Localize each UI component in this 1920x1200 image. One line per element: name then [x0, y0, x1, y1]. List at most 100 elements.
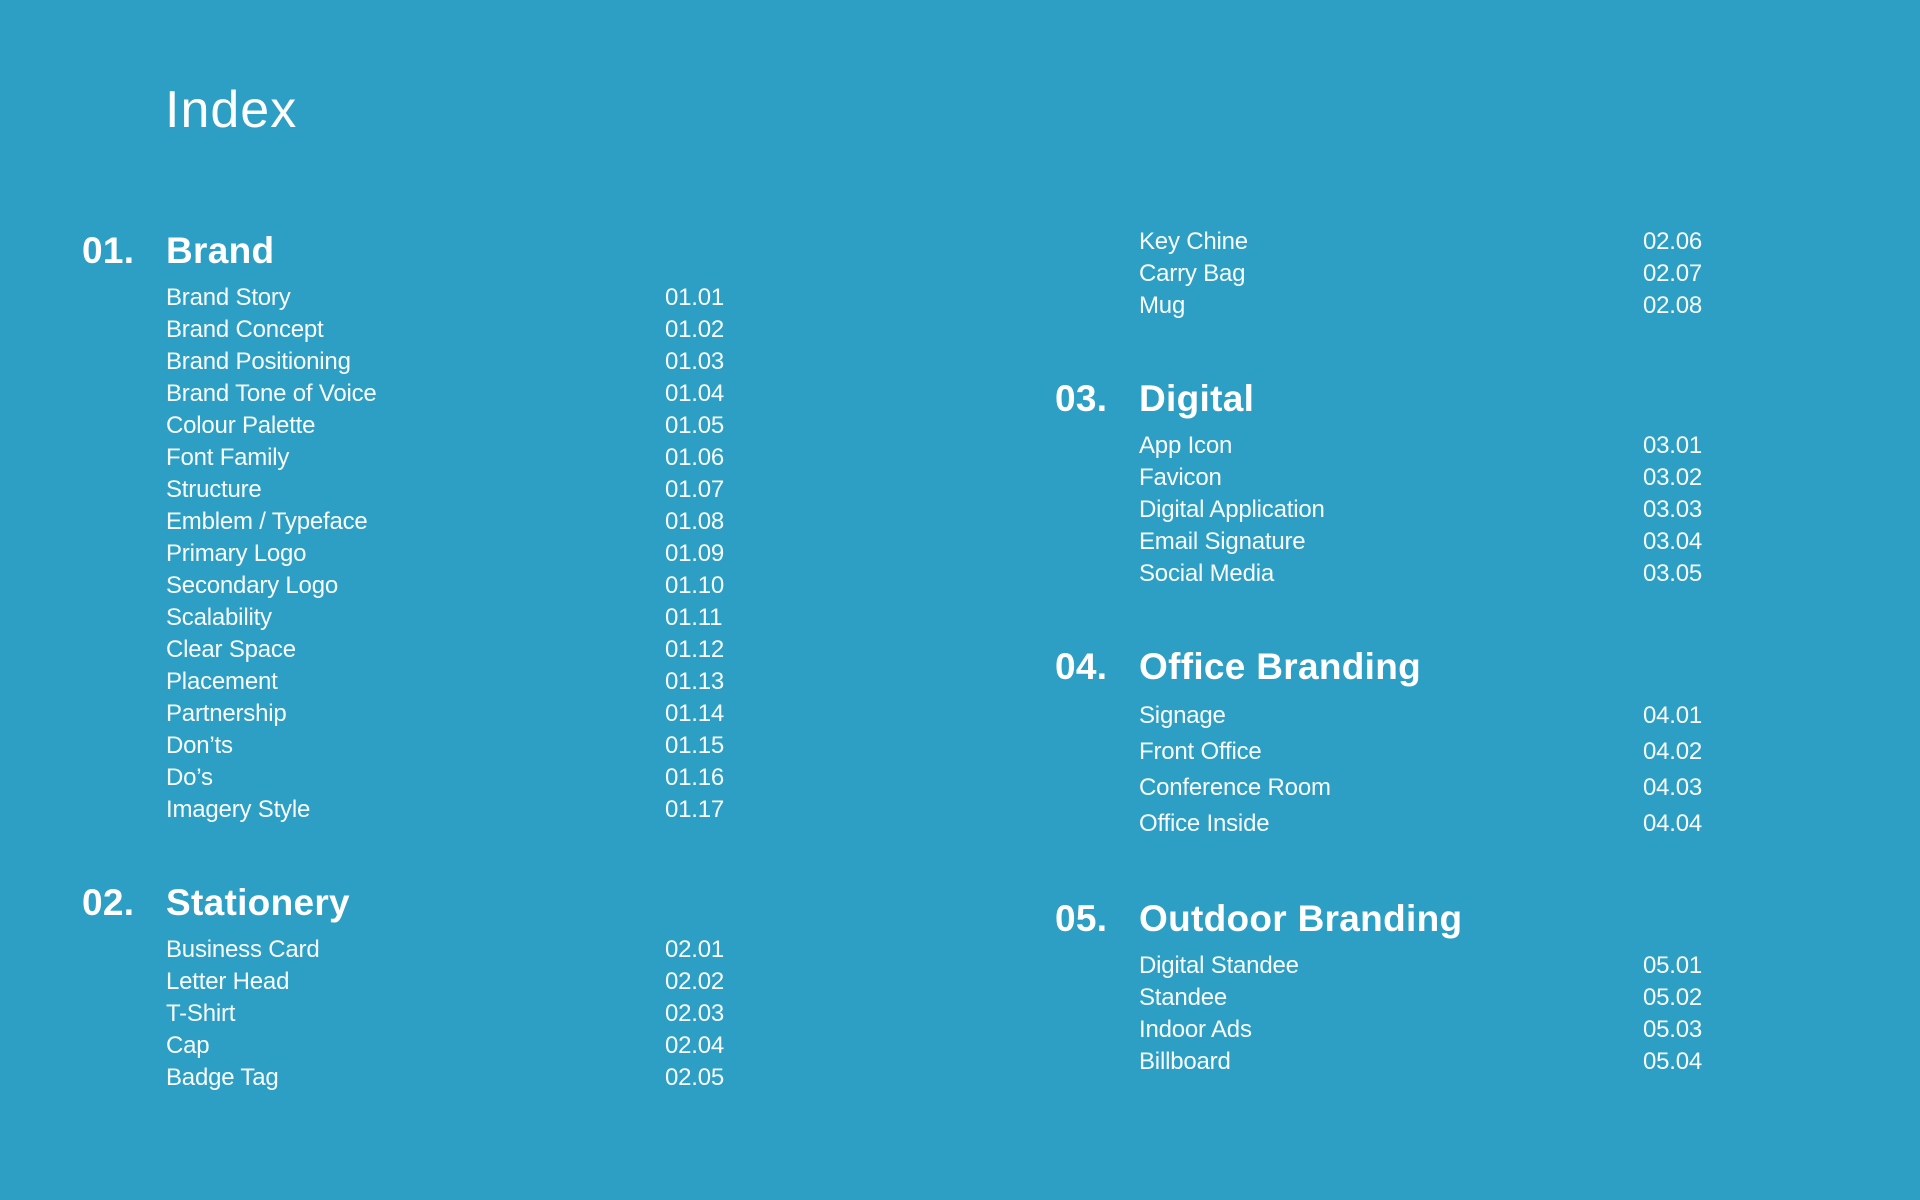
toc-section-number: 01. — [82, 230, 135, 271]
toc-section: 04. Office Branding Signage 04.01 Front … — [1055, 648, 1795, 842]
toc-item-label: Indoor Ads — [1139, 1016, 1252, 1043]
toc-item-page: 03.03 — [1643, 496, 1703, 523]
toc-item: Conference Room 04.03 — [1139, 770, 1799, 806]
toc-item-page: 04.01 — [1643, 702, 1703, 729]
toc-item-page: 02.04 — [665, 1032, 725, 1059]
toc-section-header: 03. Digital — [1055, 380, 1795, 418]
toc-item: Badge Tag 02.05 — [166, 1062, 826, 1094]
toc-section: 05. Outdoor Branding Digital Standee 05.… — [1055, 900, 1795, 1078]
toc-item: Cap 02.04 — [166, 1030, 826, 1062]
toc-item-label: Letter Head — [166, 968, 290, 995]
toc-item-label: Brand Concept — [166, 316, 324, 343]
toc-section-header: 01. Brand — [82, 232, 822, 270]
toc-item-label: Carry Bag — [1139, 260, 1246, 287]
toc-item-page: 05.02 — [1643, 984, 1703, 1011]
toc-item-page: 02.07 — [1643, 260, 1703, 287]
toc-item-page: 04.03 — [1643, 774, 1703, 801]
toc-item-page: 01.17 — [665, 796, 725, 823]
toc-item-page: 01.04 — [665, 380, 725, 407]
toc-item: Placement 01.13 — [166, 666, 826, 698]
toc-column-left: 01. Brand Brand Story 01.01 Brand Concep… — [82, 232, 822, 1094]
toc-item-page: 02.06 — [1643, 228, 1703, 255]
toc-section: 02. Stationery Business Card 02.01 Lette… — [82, 884, 822, 1094]
toc-item: Key Chine 02.06 — [1139, 226, 1799, 258]
toc-item: Brand Concept 01.02 — [166, 314, 826, 346]
toc-item-page: 01.08 — [665, 508, 725, 535]
toc-section-items: Key Chine 02.06 Carry Bag 02.07 Mug 02.0… — [1139, 226, 1799, 322]
toc-item-label: Social Media — [1139, 560, 1275, 587]
toc-item-label: Office Inside — [1139, 810, 1270, 837]
toc-item: Front Office 04.02 — [1139, 734, 1799, 770]
toc-item-label: Emblem / Typeface — [166, 508, 368, 535]
toc-item-label: Brand Tone of Voice — [166, 380, 377, 407]
toc-item: Partnership 01.14 — [166, 698, 826, 730]
toc-section-header: 04. Office Branding — [1055, 648, 1795, 686]
toc-section: Key Chine 02.06 Carry Bag 02.07 Mug 02.0… — [1055, 226, 1795, 322]
toc-item-label: Email Signature — [1139, 528, 1306, 555]
toc-section-items: Brand Story 01.01 Brand Concept 01.02 Br… — [166, 282, 826, 826]
toc-item-label: Conference Room — [1139, 774, 1331, 801]
toc-item: Digital Standee 05.01 — [1139, 950, 1799, 982]
toc-item: Brand Positioning 01.03 — [166, 346, 826, 378]
toc-item-label: T-Shirt — [166, 1000, 236, 1027]
toc-item-page: 01.03 — [665, 348, 725, 375]
toc-item-page: 02.01 — [665, 936, 725, 963]
toc-item: Don’ts 01.15 — [166, 730, 826, 762]
toc-item-page: 01.10 — [665, 572, 725, 599]
toc-item-page: 03.01 — [1643, 432, 1703, 459]
toc-item: Carry Bag 02.07 — [1139, 258, 1799, 290]
toc-section-number: 03. — [1055, 378, 1108, 419]
toc-item-page: 01.06 — [665, 444, 725, 471]
toc-item-page: 01.12 — [665, 636, 725, 663]
toc-item-label: Billboard — [1139, 1048, 1231, 1075]
toc-item: Email Signature 03.04 — [1139, 526, 1799, 558]
toc-item-label: Partnership — [166, 700, 287, 727]
toc-item-page: 01.07 — [665, 476, 725, 503]
toc-item: Billboard 05.04 — [1139, 1046, 1799, 1078]
toc-item-label: Secondary Logo — [166, 572, 338, 599]
toc-section-title: Stationery — [166, 882, 350, 923]
toc-item: Colour Palette 01.05 — [166, 410, 826, 442]
toc-section-items: Digital Standee 05.01 Standee 05.02 Indo… — [1139, 950, 1799, 1078]
toc-item-label: Imagery Style — [166, 796, 311, 823]
toc-item-page: 05.04 — [1643, 1048, 1703, 1075]
toc-section-title: Brand — [166, 230, 275, 271]
toc-item-page: 03.02 — [1643, 464, 1703, 491]
toc-item-label: Primary Logo — [166, 540, 307, 567]
toc-item: App Icon 03.01 — [1139, 430, 1799, 462]
toc-item-page: 05.01 — [1643, 952, 1703, 979]
toc-item: Indoor Ads 05.03 — [1139, 1014, 1799, 1046]
toc-item-page: 02.03 — [665, 1000, 725, 1027]
toc-item-label: Front Office — [1139, 738, 1262, 765]
toc-item-page: 01.02 — [665, 316, 725, 343]
toc-item-page: 03.04 — [1643, 528, 1703, 555]
toc-item-label: Brand Positioning — [166, 348, 351, 375]
toc-item-label: Placement — [166, 668, 278, 695]
toc-item-label: Cap — [166, 1032, 210, 1059]
toc-item: Business Card 02.01 — [166, 934, 826, 966]
toc-item: Letter Head 02.02 — [166, 966, 826, 998]
toc-item-page: 01.01 — [665, 284, 725, 311]
toc-item: Emblem / Typeface 01.08 — [166, 506, 826, 538]
toc-item-label: Key Chine — [1139, 228, 1248, 255]
toc-item: Favicon 03.02 — [1139, 462, 1799, 494]
toc-item-label: Digital Standee — [1139, 952, 1299, 979]
toc-section: 03. Digital App Icon 03.01 Favicon 03.02… — [1055, 380, 1795, 590]
toc-item-label: Digital Application — [1139, 496, 1325, 523]
toc-section-title: Office Branding — [1139, 646, 1422, 687]
toc-section-header: 02. Stationery — [82, 884, 822, 922]
toc-item-label: Colour Palette — [166, 412, 316, 439]
toc-section-header: 05. Outdoor Branding — [1055, 900, 1795, 938]
toc-item: Structure 01.07 — [166, 474, 826, 506]
toc-item: Clear Space 01.12 — [166, 634, 826, 666]
toc-item-page: 01.13 — [665, 668, 725, 695]
toc-item-label: Brand Story — [166, 284, 291, 311]
toc-section-title: Outdoor Branding — [1139, 898, 1463, 939]
toc-section-number: 04. — [1055, 646, 1108, 687]
toc-item-label: Scalability — [166, 604, 272, 631]
toc-item-page: 05.03 — [1643, 1016, 1703, 1043]
toc-column-right: Key Chine 02.06 Carry Bag 02.07 Mug 02.0… — [1055, 226, 1795, 1078]
toc-item: Primary Logo 01.09 — [166, 538, 826, 570]
toc-item-page: 01.11 — [665, 604, 723, 631]
toc-item: Standee 05.02 — [1139, 982, 1799, 1014]
